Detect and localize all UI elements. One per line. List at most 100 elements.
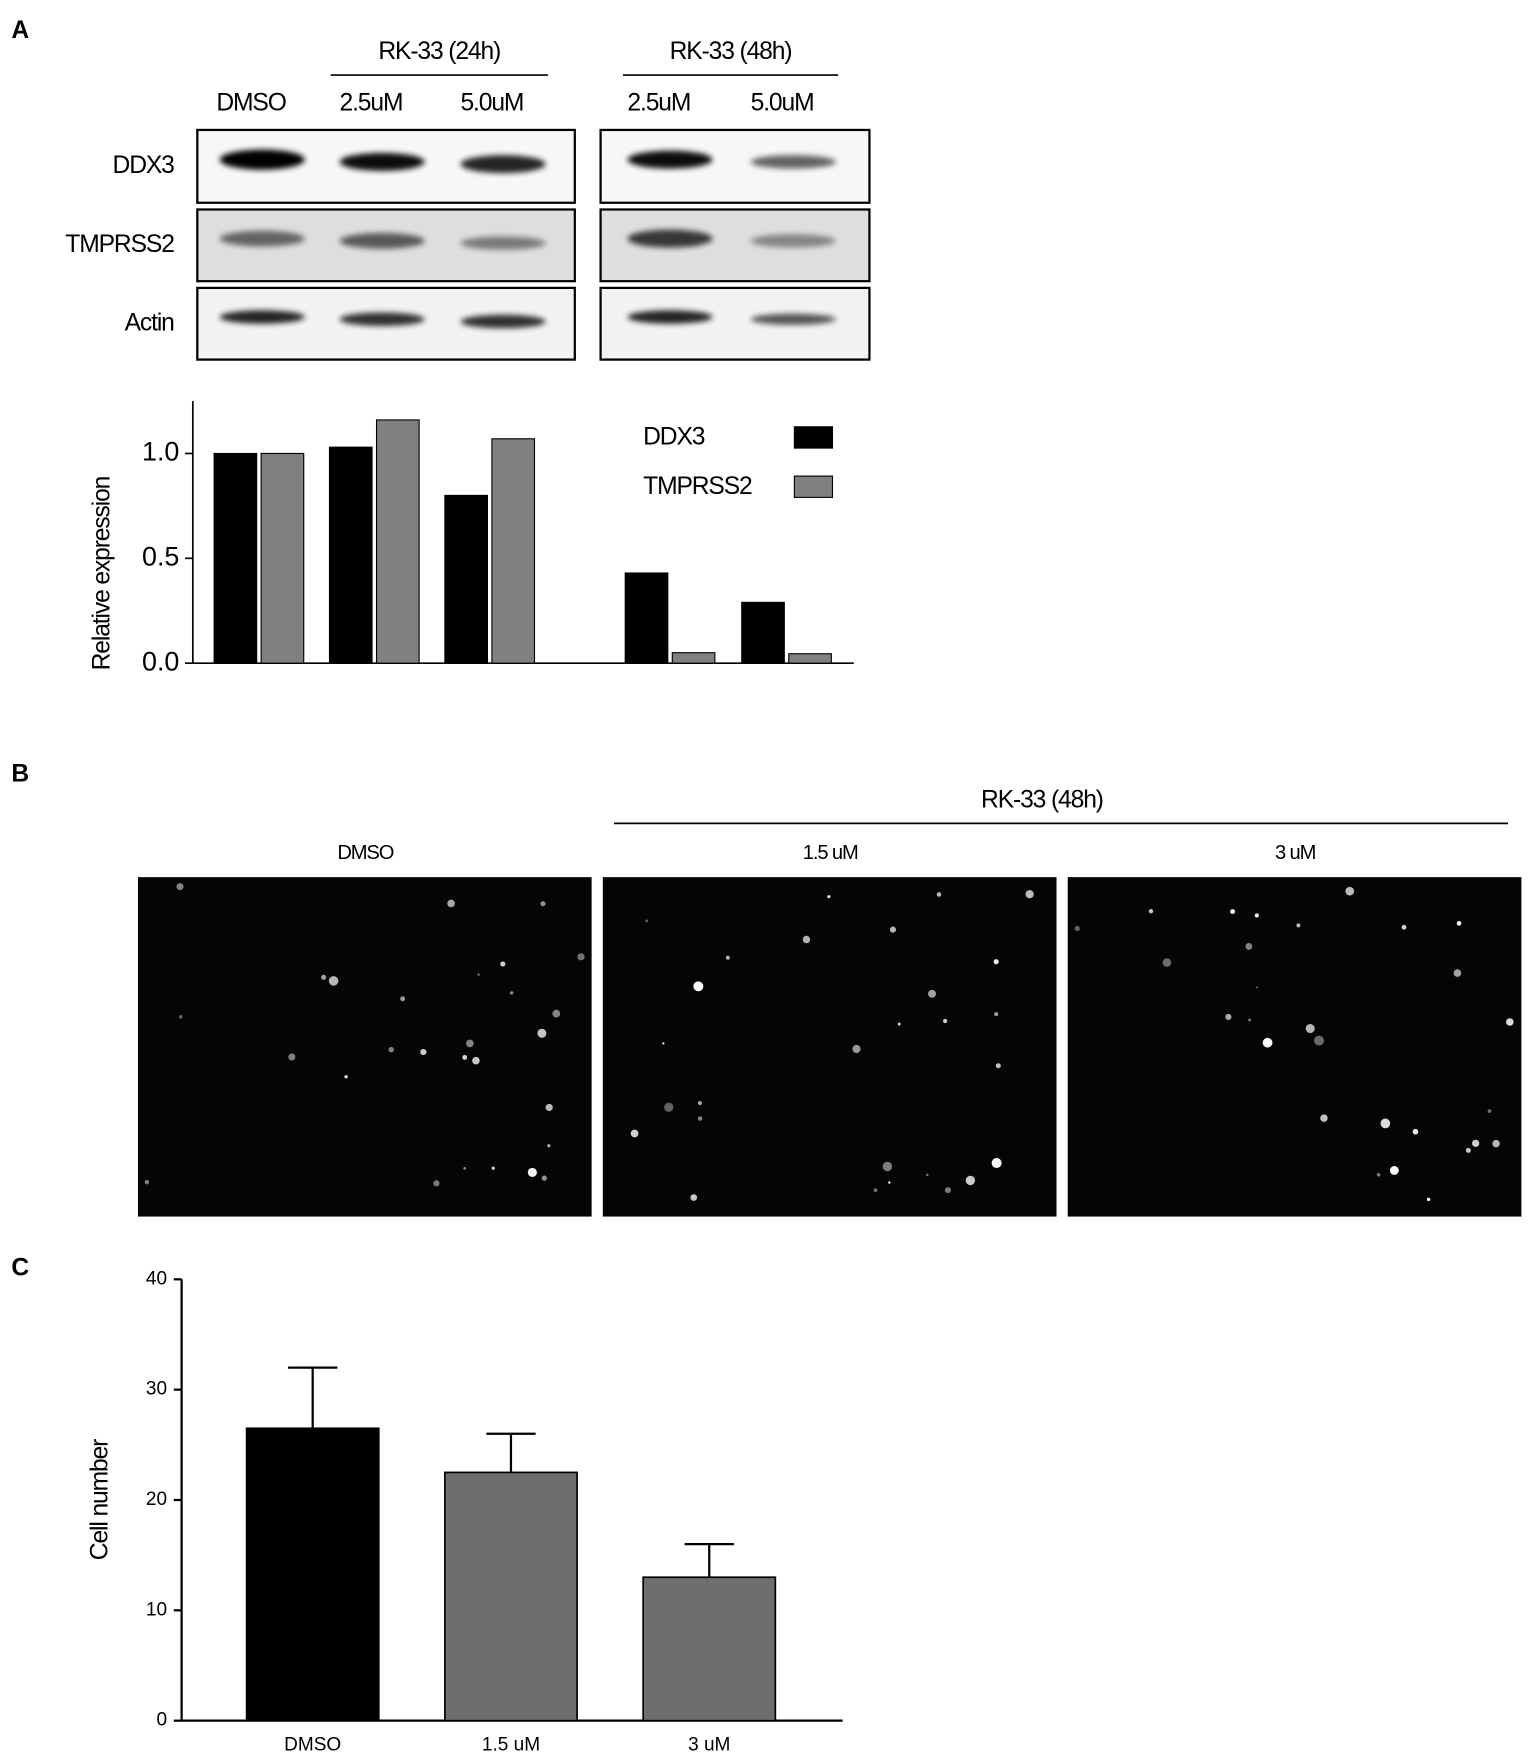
- y-tick-label: 0.5: [142, 541, 179, 571]
- condition-label: DMSO: [337, 842, 393, 864]
- blot-band: [339, 312, 425, 326]
- cell: [1074, 925, 1080, 932]
- cell: [472, 1056, 480, 1065]
- y-tick-label: 10: [146, 1599, 167, 1620]
- cell: [697, 1116, 703, 1121]
- x-tick-label: DMSO: [284, 1734, 341, 1755]
- cell: [1492, 1139, 1500, 1148]
- blot-band: [750, 313, 836, 325]
- cell: [547, 1144, 551, 1148]
- bar: [624, 572, 669, 664]
- cell: [993, 959, 999, 965]
- y-tick-label: 40: [146, 1268, 167, 1289]
- bar: [642, 1576, 777, 1722]
- cell: [725, 955, 730, 960]
- cell: [433, 1180, 440, 1187]
- cell: [662, 1042, 665, 1045]
- cell: [1487, 1109, 1492, 1113]
- cell: [176, 883, 184, 891]
- cell: [1320, 1114, 1328, 1122]
- blot-band: [460, 236, 546, 250]
- cell: [693, 981, 704, 992]
- cell: [1376, 1172, 1381, 1177]
- micrograph: [602, 877, 1057, 1217]
- blot-band: [219, 310, 305, 324]
- blot-band: [750, 234, 836, 248]
- blot-band: [339, 152, 425, 171]
- cell: [344, 1075, 348, 1079]
- cell: [1465, 1147, 1471, 1153]
- cell: [509, 991, 514, 995]
- cell: [697, 1101, 702, 1106]
- bar: [788, 653, 832, 664]
- cell: [1162, 958, 1172, 967]
- cell: [328, 976, 339, 986]
- cell: [1380, 1118, 1391, 1129]
- protein-label: DDX3: [113, 152, 175, 179]
- treatment-label: RK-33 (24h): [378, 38, 500, 65]
- cell: [545, 1103, 553, 1112]
- x-tick-label: 1.5 uM: [482, 1734, 540, 1755]
- cell: [1456, 921, 1462, 926]
- cell: [466, 1039, 474, 1048]
- cell: [1401, 924, 1407, 930]
- cell: [1412, 1128, 1419, 1135]
- cell: [852, 1044, 861, 1054]
- treatment-label: RK-33 (48h): [670, 38, 792, 65]
- cell: [500, 961, 506, 967]
- cell: [873, 1188, 878, 1193]
- protein-label: TMPRSS2: [65, 231, 174, 258]
- cell: [1148, 909, 1154, 914]
- cell: [1245, 942, 1253, 950]
- cell: [1262, 1037, 1273, 1048]
- cell: [1230, 909, 1236, 915]
- y-tick-label: 30: [146, 1379, 167, 1400]
- cell: [944, 1187, 951, 1194]
- cell: [827, 895, 831, 899]
- cell: [897, 1022, 901, 1026]
- bar: [260, 452, 305, 664]
- cell: [802, 935, 811, 944]
- micrograph: [137, 877, 592, 1217]
- cell: [388, 1046, 394, 1053]
- cell: [645, 919, 649, 923]
- blot-band: [460, 155, 546, 174]
- blot-band: [627, 150, 713, 169]
- blot-band: [627, 229, 713, 248]
- bar: [671, 652, 716, 664]
- cell: [630, 1129, 639, 1138]
- y-tick-label: 0.0: [142, 646, 179, 676]
- blot-band: [627, 310, 713, 324]
- blot-box: [599, 286, 871, 361]
- cell: [664, 1102, 674, 1112]
- cell: [552, 1009, 561, 1018]
- bar: [245, 1427, 380, 1722]
- cell: [1389, 1166, 1399, 1175]
- cell: [1255, 986, 1258, 989]
- bar: [741, 601, 785, 664]
- protein-label: Actin: [125, 309, 175, 336]
- blot-band: [219, 149, 305, 170]
- cell: [527, 1167, 537, 1178]
- legend-swatch: [793, 475, 834, 498]
- cell: [577, 953, 585, 961]
- cell: [144, 1179, 150, 1185]
- cell: [943, 1018, 948, 1024]
- blot-box: [599, 128, 871, 204]
- lane-label: 5.0uM: [751, 90, 814, 117]
- cell: [1025, 890, 1034, 899]
- cell: [994, 1012, 999, 1017]
- cell: [995, 1063, 1001, 1069]
- cell: [965, 1175, 976, 1186]
- cell: [889, 926, 897, 933]
- cell: [1296, 923, 1301, 928]
- y-axis-label: Cell number: [86, 1439, 113, 1560]
- legend-swatch: [793, 426, 834, 449]
- lane-label: 5.0uM: [461, 90, 524, 117]
- lane-label: 2.5uM: [340, 90, 403, 117]
- panel-label: C: [11, 1255, 29, 1282]
- cell: [541, 1175, 547, 1181]
- cell: [1254, 913, 1259, 918]
